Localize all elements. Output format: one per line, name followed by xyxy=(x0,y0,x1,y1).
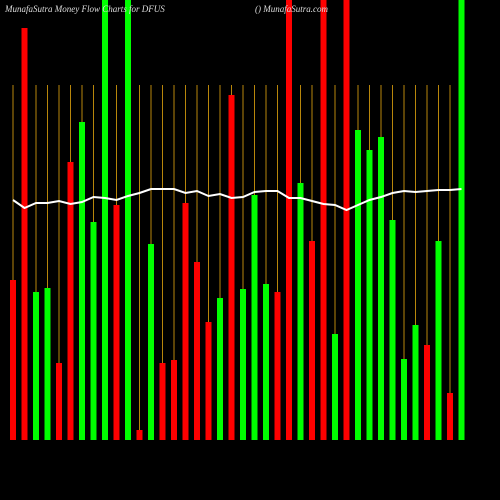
bar xyxy=(389,220,396,440)
bar xyxy=(332,334,338,440)
bars xyxy=(10,0,465,440)
bar xyxy=(102,0,108,440)
bar xyxy=(401,359,407,440)
chart-title: MunafaSutra Money Flow Charts for DFUS xyxy=(4,4,165,14)
bar xyxy=(435,241,442,440)
lines xyxy=(12,188,462,212)
bar xyxy=(113,205,120,440)
bar xyxy=(286,0,292,440)
bar xyxy=(297,183,304,440)
bar xyxy=(217,298,223,440)
bar xyxy=(447,393,453,440)
bar xyxy=(251,195,258,440)
bar xyxy=(171,360,177,440)
bar xyxy=(228,95,235,440)
bar xyxy=(424,345,430,440)
bar xyxy=(274,292,281,440)
bar xyxy=(159,363,166,440)
bar xyxy=(366,150,373,440)
bar xyxy=(458,0,465,440)
bar xyxy=(355,130,361,440)
bar xyxy=(44,288,51,440)
bar xyxy=(79,122,85,440)
bar xyxy=(378,137,384,440)
bar xyxy=(343,0,350,440)
bar xyxy=(10,280,16,440)
bar xyxy=(263,284,269,440)
bar xyxy=(320,0,327,440)
bar xyxy=(205,322,212,440)
chart-subtitle: () MunafaSutra.com xyxy=(255,4,328,14)
bar xyxy=(194,262,200,440)
bar xyxy=(148,244,154,440)
overlay-line xyxy=(12,188,462,212)
bar xyxy=(21,28,28,440)
bar xyxy=(182,203,189,440)
bar xyxy=(309,241,315,440)
bar xyxy=(67,162,74,440)
bar xyxy=(90,222,97,440)
bar xyxy=(56,363,62,440)
bar xyxy=(412,325,419,440)
bar xyxy=(136,430,143,440)
bar xyxy=(33,292,39,440)
bar xyxy=(125,0,131,440)
bar xyxy=(240,289,246,440)
